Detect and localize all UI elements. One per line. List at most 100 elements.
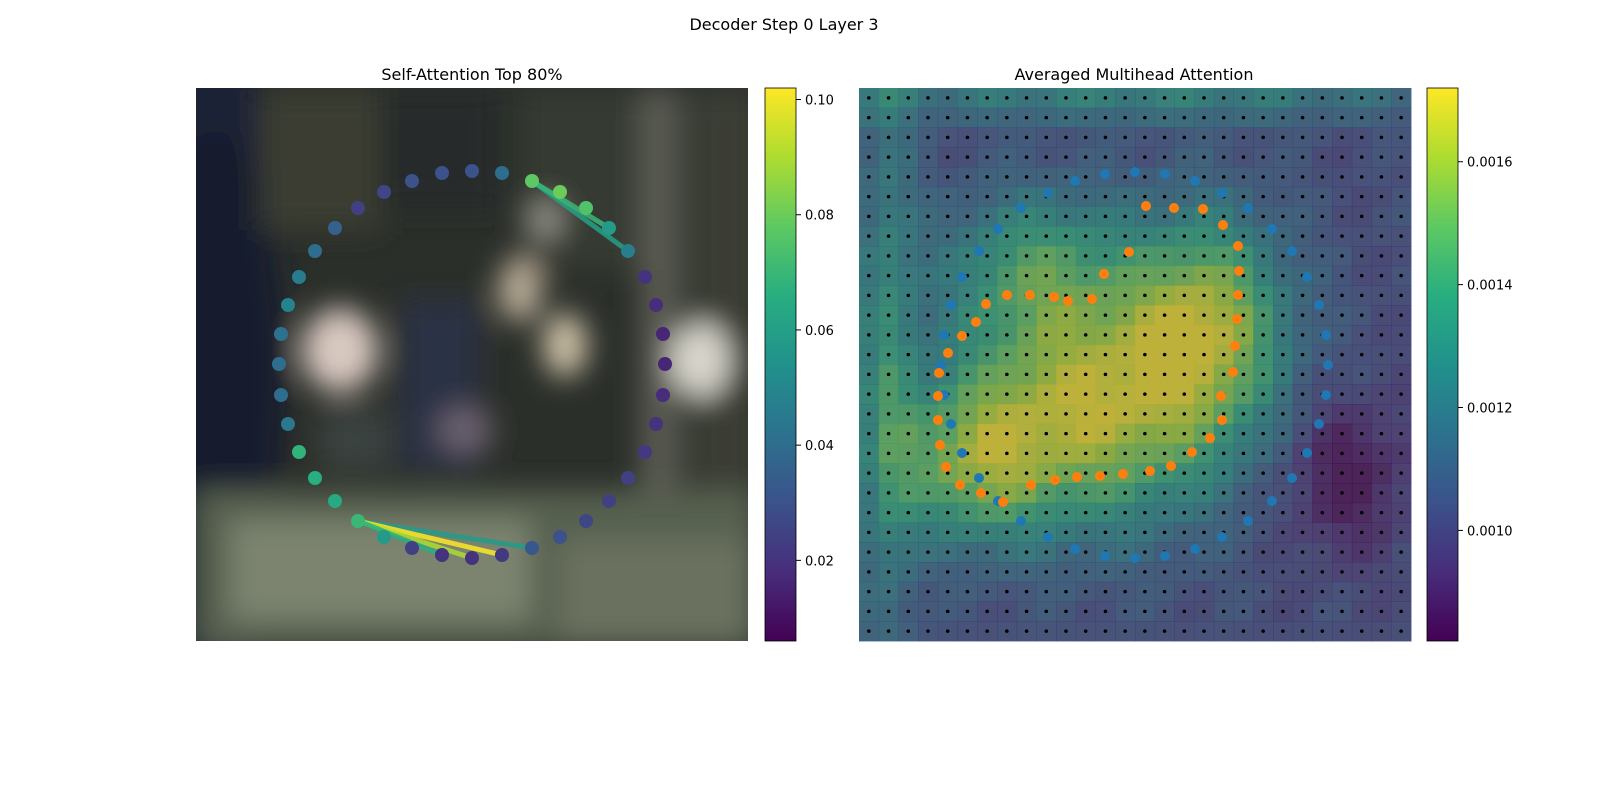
grid-dot bbox=[886, 589, 891, 594]
grid-dot bbox=[886, 352, 891, 357]
grid-dot bbox=[1143, 629, 1147, 633]
grid-dot bbox=[1379, 431, 1384, 436]
orange-keypoint bbox=[1099, 269, 1109, 279]
grid-dot bbox=[1320, 550, 1325, 554]
grid-dot bbox=[1320, 471, 1325, 475]
grid-dot bbox=[1300, 629, 1305, 633]
query-point bbox=[465, 164, 479, 178]
grid-dot bbox=[1300, 431, 1305, 436]
grid-dot bbox=[867, 471, 871, 475]
grid-dot bbox=[1143, 550, 1147, 554]
grid-dot bbox=[867, 491, 871, 495]
grid-dot bbox=[867, 293, 871, 298]
grid-dot bbox=[1024, 372, 1029, 377]
grid-dot bbox=[1221, 115, 1226, 120]
grid-dot bbox=[1123, 589, 1127, 594]
grid-dot bbox=[1202, 96, 1206, 100]
grid-dot bbox=[1044, 96, 1049, 100]
grid-dot bbox=[1202, 175, 1206, 179]
grid-dot bbox=[1202, 352, 1206, 357]
grid-dot bbox=[926, 194, 930, 199]
figure-title: Decoder Step 0 Layer 3 bbox=[689, 15, 878, 34]
grid-dot bbox=[1103, 589, 1108, 594]
grid-dot bbox=[1281, 175, 1285, 179]
grid-dot bbox=[1320, 451, 1325, 456]
blue-keypoint bbox=[993, 224, 1003, 234]
orange-keypoint bbox=[941, 462, 951, 472]
grid-dot bbox=[1182, 431, 1187, 436]
grid-dot bbox=[1241, 135, 1246, 140]
grid-dot bbox=[906, 254, 911, 258]
grid-dot bbox=[1340, 293, 1344, 298]
grid-dot bbox=[926, 629, 930, 633]
grid-dot bbox=[1399, 293, 1403, 298]
grid-dot bbox=[886, 175, 891, 179]
grid-dot bbox=[945, 175, 950, 179]
grid-dot bbox=[867, 96, 871, 100]
grid-dot bbox=[1202, 471, 1206, 475]
grid-dot bbox=[1379, 491, 1384, 495]
grid-dot bbox=[926, 570, 930, 574]
grid-dot bbox=[1399, 175, 1403, 179]
grid-dot bbox=[1202, 570, 1206, 574]
grid-dot bbox=[985, 293, 989, 298]
orange-keypoint bbox=[943, 348, 953, 358]
grid-dot bbox=[1202, 313, 1206, 317]
grid-dot bbox=[1399, 234, 1403, 238]
grid-dot bbox=[1083, 135, 1088, 140]
grid-dot bbox=[1024, 550, 1029, 554]
grid-dot bbox=[886, 530, 891, 535]
grid-dot bbox=[1083, 254, 1088, 258]
grid-dot bbox=[985, 392, 989, 396]
grid-dot bbox=[1182, 629, 1187, 633]
grid-dot bbox=[1241, 96, 1246, 100]
colorbar-tick-label: 0.0010 bbox=[1467, 524, 1513, 539]
grid-dot bbox=[1182, 372, 1187, 377]
grid-dot bbox=[1300, 175, 1305, 179]
grid-dot bbox=[1182, 293, 1187, 298]
grid-dot bbox=[1359, 530, 1364, 535]
grid-dot bbox=[1024, 629, 1029, 633]
grid-dot bbox=[1359, 352, 1364, 357]
grid-dot bbox=[1379, 392, 1384, 396]
query-point bbox=[553, 530, 567, 544]
grid-dot bbox=[1241, 589, 1246, 594]
grid-dot bbox=[1202, 510, 1206, 515]
blue-keypoint bbox=[1321, 390, 1331, 400]
grid-dot bbox=[1064, 491, 1068, 495]
grid-dot bbox=[1300, 352, 1305, 357]
grid-dot bbox=[1083, 609, 1088, 614]
grid-dot bbox=[1379, 451, 1384, 456]
grid-dot bbox=[1241, 155, 1246, 159]
grid-dot bbox=[1221, 293, 1226, 298]
grid-dot bbox=[1241, 273, 1246, 278]
grid-dot bbox=[985, 96, 989, 100]
grid-dot bbox=[965, 115, 970, 120]
grid-dot bbox=[1261, 135, 1265, 140]
grid-dot bbox=[1044, 175, 1049, 179]
grid-dot bbox=[906, 333, 911, 337]
grid-dot bbox=[1064, 333, 1068, 337]
grid-dot bbox=[1005, 333, 1009, 337]
grid-dot bbox=[965, 609, 970, 614]
orange-keypoint bbox=[1205, 433, 1215, 443]
query-point bbox=[656, 388, 670, 402]
blue-keypoint bbox=[1287, 473, 1297, 483]
grid-dot bbox=[1123, 550, 1127, 554]
grid-dot bbox=[867, 530, 871, 535]
grid-dot bbox=[1143, 214, 1147, 219]
grid-dot bbox=[945, 135, 950, 140]
grid-dot bbox=[985, 570, 989, 574]
grid-dot bbox=[886, 372, 891, 377]
grid-dot bbox=[1162, 412, 1167, 416]
grid-dot bbox=[1340, 194, 1344, 199]
grid-dot bbox=[1241, 115, 1246, 120]
grid-dot bbox=[1340, 115, 1344, 120]
grid-dot bbox=[1399, 471, 1403, 475]
grid-dot bbox=[1162, 214, 1167, 219]
orange-keypoint bbox=[1233, 290, 1243, 300]
grid-dot bbox=[1399, 530, 1403, 535]
blue-keypoint bbox=[1043, 188, 1053, 198]
grid-dot bbox=[906, 135, 911, 140]
grid-dot bbox=[1143, 431, 1147, 436]
